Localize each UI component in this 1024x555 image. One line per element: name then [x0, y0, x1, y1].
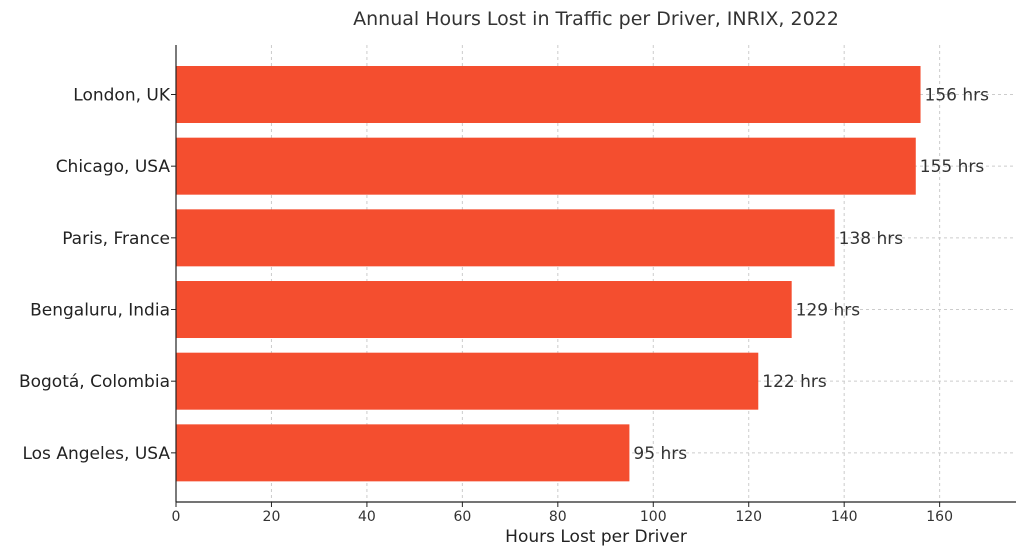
category-label: Los Angeles, USA — [22, 444, 170, 464]
bar — [176, 209, 835, 267]
bar — [176, 66, 921, 123]
data-label: 155 hrs — [920, 157, 985, 177]
bars — [176, 66, 921, 482]
bar — [176, 281, 792, 339]
bar — [176, 137, 916, 195]
x-axis-title: Hours Lost per Driver — [505, 527, 687, 547]
data-label: 138 hrs — [839, 229, 904, 249]
category-label: Bengaluru, India — [30, 301, 170, 321]
data-label: 156 hrs — [925, 86, 990, 106]
x-tick-label: 140 — [831, 509, 858, 525]
x-tick-label: 80 — [549, 509, 567, 525]
x-tick-label: 60 — [453, 509, 471, 525]
category-label: Paris, France — [62, 229, 170, 249]
data-label: 122 hrs — [762, 372, 827, 392]
x-tick-label: 40 — [358, 509, 376, 525]
x-tick-label: 0 — [172, 509, 181, 525]
category-labels: London, UK Chicago, USA Paris, France Benga… — [19, 86, 176, 464]
data-labels: 156 hrs 155 hrs 138 hrs 129 hrs 122 hrs 95 hr… — [633, 86, 989, 464]
x-tick-label: 100 — [640, 509, 667, 525]
x-tick-label: 20 — [263, 509, 281, 525]
x-ticks: 0 20 40 60 80 100 120 140 160 — [172, 502, 953, 525]
bar — [176, 424, 630, 482]
x-tick-label: 160 — [926, 509, 953, 525]
axes — [175, 45, 1016, 503]
category-label: Bogotá, Colombia — [19, 372, 170, 392]
chart-title: Annual Hours Lost in Traffic per Driver,… — [353, 8, 839, 30]
data-label: 95 hrs — [633, 444, 687, 464]
x-tick-label: 120 — [735, 509, 762, 525]
data-label: 129 hrs — [796, 301, 861, 321]
bar — [176, 352, 759, 410]
category-label: Chicago, USA — [56, 157, 171, 177]
category-label: London, UK — [73, 86, 171, 106]
